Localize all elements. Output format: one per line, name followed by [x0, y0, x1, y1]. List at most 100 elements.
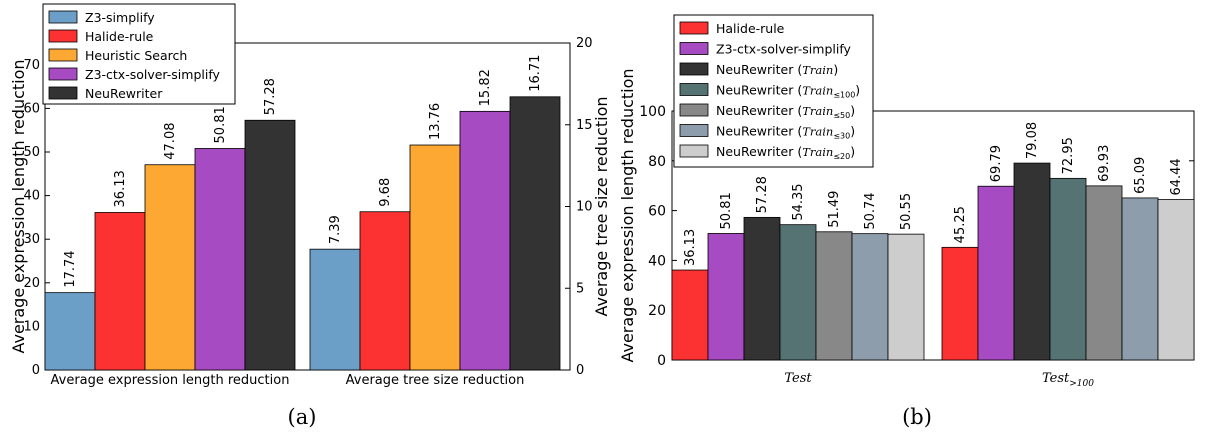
y-tick-label: 0	[32, 363, 40, 378]
y-tick-label: 0	[657, 353, 666, 369]
legend-label: Heuristic Search	[85, 48, 187, 63]
legend-label: NeuRewriter (Train≤50)	[716, 103, 855, 120]
bar	[977, 185, 1015, 361]
data-label: 57.28	[263, 78, 278, 115]
data-label: 45.25	[953, 206, 968, 243]
legend-label: Z3-ctx-solver-simplify	[716, 42, 852, 57]
y-tick-label: 50	[23, 145, 40, 160]
data-label: 57.28	[755, 176, 770, 213]
legend-swatch	[679, 62, 709, 76]
data-label: 17.74	[63, 250, 78, 287]
bar	[941, 246, 979, 361]
legend-swatch	[48, 48, 78, 62]
data-label: 65.09	[1133, 157, 1148, 194]
legend-swatch	[48, 10, 78, 24]
legend-swatch	[679, 124, 709, 137]
bar	[509, 96, 561, 371]
legend-label: Halide-rule	[85, 29, 154, 44]
y-tick-label: 60	[648, 204, 666, 220]
bar	[44, 292, 96, 371]
legend-label: NeuRewriter (Train≤20)	[716, 144, 855, 161]
y-tick-label: 40	[23, 189, 40, 204]
y-tick-label: 30	[23, 232, 40, 247]
legend-swatch	[679, 21, 709, 35]
data-label: 47.08	[163, 123, 178, 160]
data-label: 54.35	[791, 183, 806, 220]
bar	[743, 216, 781, 361]
data-label: 64.44	[1169, 158, 1184, 195]
legend-swatch	[48, 29, 78, 43]
data-label: 50.55	[899, 193, 914, 230]
y-tick-label: 60	[23, 101, 40, 116]
bar	[309, 248, 361, 371]
legend-label: Halide-rule	[716, 21, 785, 36]
data-label: 50.81	[213, 106, 228, 143]
bar	[1157, 199, 1195, 361]
data-label: 7.39	[328, 215, 343, 244]
legend-label: NeuRewriter (Train≤30)	[716, 124, 855, 141]
y2-tick-label: 5	[576, 281, 584, 296]
bar	[94, 212, 146, 371]
legend-swatch	[679, 103, 709, 117]
bar	[359, 211, 411, 371]
y-tick-label: 10	[23, 319, 40, 334]
bar	[244, 119, 296, 371]
bar	[409, 144, 461, 371]
data-label: 13.76	[428, 103, 443, 140]
bar	[1085, 185, 1123, 361]
y2-tick-label: 0	[576, 363, 584, 378]
legend-swatch	[679, 83, 709, 96]
data-label: 50.74	[863, 192, 878, 229]
bar	[887, 233, 925, 361]
data-label: 36.13	[683, 229, 698, 266]
bar	[815, 231, 853, 361]
legend-swatch	[679, 42, 709, 55]
bar	[779, 224, 817, 361]
legend-swatch	[679, 144, 709, 158]
data-label: 72.95	[1061, 137, 1076, 174]
y-tick-label: 80	[648, 154, 666, 170]
y-tick-label: 100	[639, 104, 666, 120]
legend-swatch	[48, 86, 78, 100]
y-axis-title: Average expression length reduction	[618, 68, 637, 362]
bar	[671, 269, 709, 361]
legend-label: Z3-ctx-solver-simplify	[85, 67, 221, 82]
bar	[1013, 162, 1051, 361]
bar	[1121, 197, 1159, 361]
data-label: 79.08	[1025, 122, 1040, 159]
y-tick-label: 40	[648, 253, 666, 269]
x-category-label: Average tree size reduction	[346, 373, 525, 388]
legend-label: NeuRewriter	[85, 86, 163, 101]
x-category-label: Test	[784, 371, 812, 386]
y2-tick-label: 20	[576, 36, 593, 51]
data-label: 50.81	[719, 192, 734, 229]
data-label: 15.82	[478, 69, 493, 106]
y2-tick-label: 15	[576, 118, 593, 133]
y-tick-label: 70	[23, 58, 40, 73]
legend-swatch	[48, 67, 78, 81]
y2-axis-title: Average tree size reduction	[592, 97, 611, 317]
data-label: 69.79	[989, 145, 1004, 182]
bar	[1049, 177, 1087, 361]
legend-label: NeuRewriter (Train)	[716, 62, 838, 77]
legend	[673, 14, 874, 168]
data-label: 36.13	[113, 170, 128, 207]
y2-tick-label: 10	[576, 200, 593, 215]
data-label: 69.93	[1097, 145, 1112, 182]
legend-label: Z3-simplify	[85, 10, 155, 25]
x-category-label: Test>100	[1042, 371, 1094, 389]
bar	[851, 233, 889, 361]
bar	[194, 148, 246, 371]
data-label: 16.71	[528, 55, 543, 92]
bar	[144, 164, 196, 371]
legend-label: NeuRewriter (Train≤100)	[716, 83, 860, 100]
bar	[707, 233, 745, 361]
data-label: 51.49	[827, 191, 842, 228]
y-tick-label: 20	[23, 276, 40, 291]
bar	[459, 110, 511, 371]
data-label: 9.68	[378, 178, 393, 207]
panel-label: (b)	[902, 405, 932, 429]
